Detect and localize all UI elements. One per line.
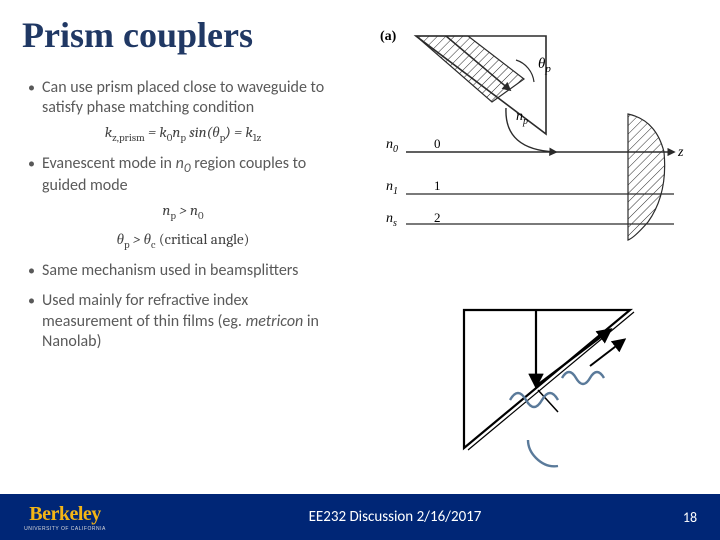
bullet-4: • Used mainly for refractive index measu… (28, 291, 338, 352)
footer-center-text: EE232 Discussion 2/16/2017 (130, 508, 660, 526)
region-1: 1 (434, 178, 441, 193)
wave-2 (562, 372, 604, 384)
bullet-dot: • (28, 154, 42, 174)
incident-beam (416, 36, 524, 102)
equation-1: kz,prism = k0np sin(θp) = k1z (28, 123, 338, 144)
n0-label: n0 (386, 137, 398, 155)
np-label: np (516, 109, 528, 127)
bullet-3: • Same mechanism used in beamsplitters (28, 261, 338, 281)
interface-line (468, 312, 634, 450)
bullet-text: Used mainly for refractive index measure… (42, 291, 338, 352)
berkeley-logo: Berkeley UNIVERSITY OF CALIFORNIA (0, 494, 130, 540)
bullet-text: Evanescent mode in n0 region couples to … (42, 154, 338, 197)
bullet-dot: • (28, 261, 42, 281)
logo-text: Berkeley (29, 503, 101, 526)
page-number: 18 (660, 509, 720, 526)
footer-bar: Berkeley UNIVERSITY OF CALIFORNIA EE232 … (0, 494, 720, 540)
bullet-dot: • (28, 78, 42, 98)
coupling-arrow (506, 108, 556, 152)
content-column: • Can use prism placed close to waveguid… (28, 78, 338, 363)
bullet-text: Same mechanism used in beamsplitters (42, 261, 338, 281)
mode-profile (628, 114, 665, 240)
region-0: 0 (434, 136, 441, 151)
figure-a-prism-diagram: (a) θp np z n0 n1 ns 0 1 2 (356, 24, 696, 260)
wave-3 (528, 440, 558, 466)
equation-2a: np > n0 (28, 201, 338, 222)
n1-label: n1 (386, 179, 398, 197)
slide-title: Prism couplers (22, 14, 253, 56)
logo-subtext: UNIVERSITY OF CALIFORNIA (24, 526, 106, 532)
ns-label: ns (386, 211, 397, 229)
bullet-dot: • (28, 291, 42, 311)
fig-label-a: (a) (380, 29, 397, 44)
theta-label: θp (538, 56, 551, 75)
bullet-2: • Evanescent mode in n0 region couples t… (28, 154, 338, 251)
bullet-1: • Can use prism placed close to waveguid… (28, 78, 338, 144)
figure-b-beamsplitter (440, 300, 650, 474)
z-label: z (677, 145, 684, 160)
bullet-text: Can use prism placed close to waveguide … (42, 78, 338, 119)
region-2: 2 (434, 210, 441, 225)
equation-2b: θp > θc (critical angle) (28, 230, 338, 251)
slide: Prism couplers • Can use prism placed cl… (0, 0, 720, 540)
